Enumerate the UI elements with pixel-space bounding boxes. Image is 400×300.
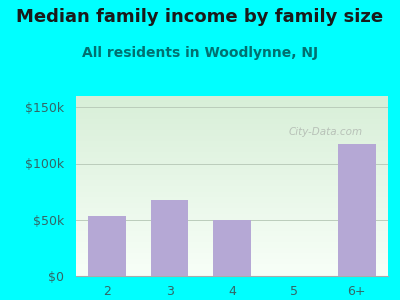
Text: All residents in Woodlynne, NJ: All residents in Woodlynne, NJ <box>82 46 318 61</box>
Bar <box>151 200 188 276</box>
Text: Median family income by family size: Median family income by family size <box>16 8 384 26</box>
Bar <box>88 216 126 276</box>
Bar <box>213 220 251 276</box>
Text: City-Data.com: City-Data.com <box>288 127 362 137</box>
Bar <box>338 144 376 276</box>
